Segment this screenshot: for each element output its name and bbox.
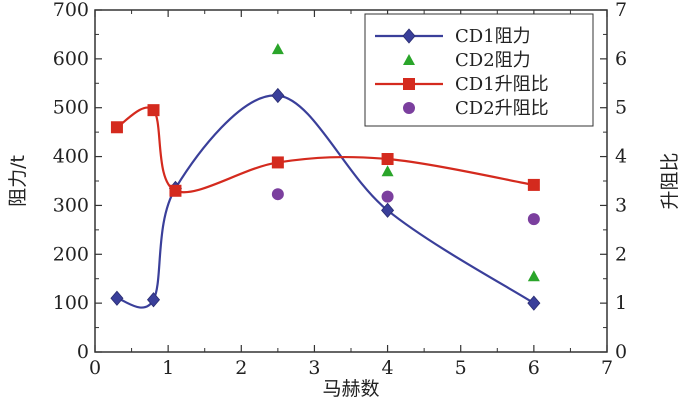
series-line-diamond-s0 bbox=[116, 94, 535, 309]
legend: CD1阻力 CD2阻力 CD1升阻比 CD2升阻比 bbox=[364, 13, 594, 127]
data-point-diamond-s0 bbox=[527, 295, 541, 311]
data-point-circle-s3 bbox=[271, 188, 284, 201]
legend-label-diamond-s0: CD1阻力 bbox=[455, 26, 531, 47]
x-tick-label: 5 bbox=[455, 357, 467, 379]
x-tick-label: 6 bbox=[528, 357, 540, 379]
legend-marker-circle-s3 bbox=[403, 102, 415, 114]
data-point-circle-s3 bbox=[381, 190, 394, 203]
data-point-triangle-s1 bbox=[381, 165, 394, 177]
data-point-triangle-s1 bbox=[527, 270, 540, 282]
y-left-tick-label: 400 bbox=[53, 146, 89, 168]
data-point-diamond-s0 bbox=[110, 290, 124, 306]
legend-box bbox=[364, 13, 594, 127]
y-left-tick-label: 700 bbox=[53, 0, 89, 21]
y-right-tick-label: 7 bbox=[615, 0, 627, 21]
y-left-tick-label: 0 bbox=[77, 341, 89, 363]
data-point-square-s2 bbox=[147, 104, 160, 117]
x-tick-label: 3 bbox=[308, 357, 320, 379]
y-left-axis-title: 阻力/t bbox=[7, 155, 29, 207]
data-point-square-s2 bbox=[169, 184, 182, 197]
legend-label-square-s2: CD1升阻比 bbox=[455, 74, 549, 95]
y-left-tick-label: 500 bbox=[53, 97, 89, 119]
x-axis-title: 马赫数 bbox=[322, 378, 379, 400]
y-right-tick-label: 5 bbox=[615, 97, 627, 119]
x-tick-label: 0 bbox=[89, 357, 101, 379]
y-right-tick-label: 4 bbox=[615, 146, 627, 168]
x-tick-label: 7 bbox=[601, 357, 613, 379]
legend-label-triangle-s1: CD2阻力 bbox=[455, 50, 531, 71]
data-point-square-s2 bbox=[381, 153, 394, 166]
y-left-tick-label: 100 bbox=[53, 292, 89, 314]
data-point-diamond-s0 bbox=[271, 87, 285, 104]
y-right-tick-label: 0 bbox=[615, 341, 627, 363]
data-point-square-s2 bbox=[527, 178, 540, 191]
data-point-diamond-s0 bbox=[146, 292, 161, 308]
data-point-diamond-s0 bbox=[381, 202, 395, 218]
data-point-triangle-s1 bbox=[271, 43, 284, 55]
y-right-tick-label: 2 bbox=[615, 243, 627, 265]
legend-marker-triangle-s1 bbox=[403, 54, 415, 65]
data-point-square-s2 bbox=[110, 121, 123, 134]
y-right-tick-label: 1 bbox=[615, 292, 627, 314]
y-left-tick-label: 300 bbox=[53, 194, 89, 216]
y-right-axis-title: 升阻比 bbox=[659, 152, 681, 209]
y-right-tick-label: 6 bbox=[615, 48, 627, 70]
data-point-circle-s3 bbox=[527, 213, 540, 226]
data-point-square-s2 bbox=[271, 156, 284, 169]
y-left-tick-label: 600 bbox=[53, 48, 89, 70]
legend-marker-diamond-s0 bbox=[402, 28, 416, 44]
legend-marker-square-s2 bbox=[403, 78, 415, 90]
y-left-tick-label: 200 bbox=[53, 243, 89, 265]
y-right-tick-label: 3 bbox=[615, 194, 627, 216]
x-tick-label: 1 bbox=[162, 357, 174, 379]
x-tick-label: 4 bbox=[382, 357, 394, 379]
x-tick-label: 2 bbox=[235, 357, 247, 379]
legend-label-circle-s3: CD2升阻比 bbox=[455, 98, 549, 119]
